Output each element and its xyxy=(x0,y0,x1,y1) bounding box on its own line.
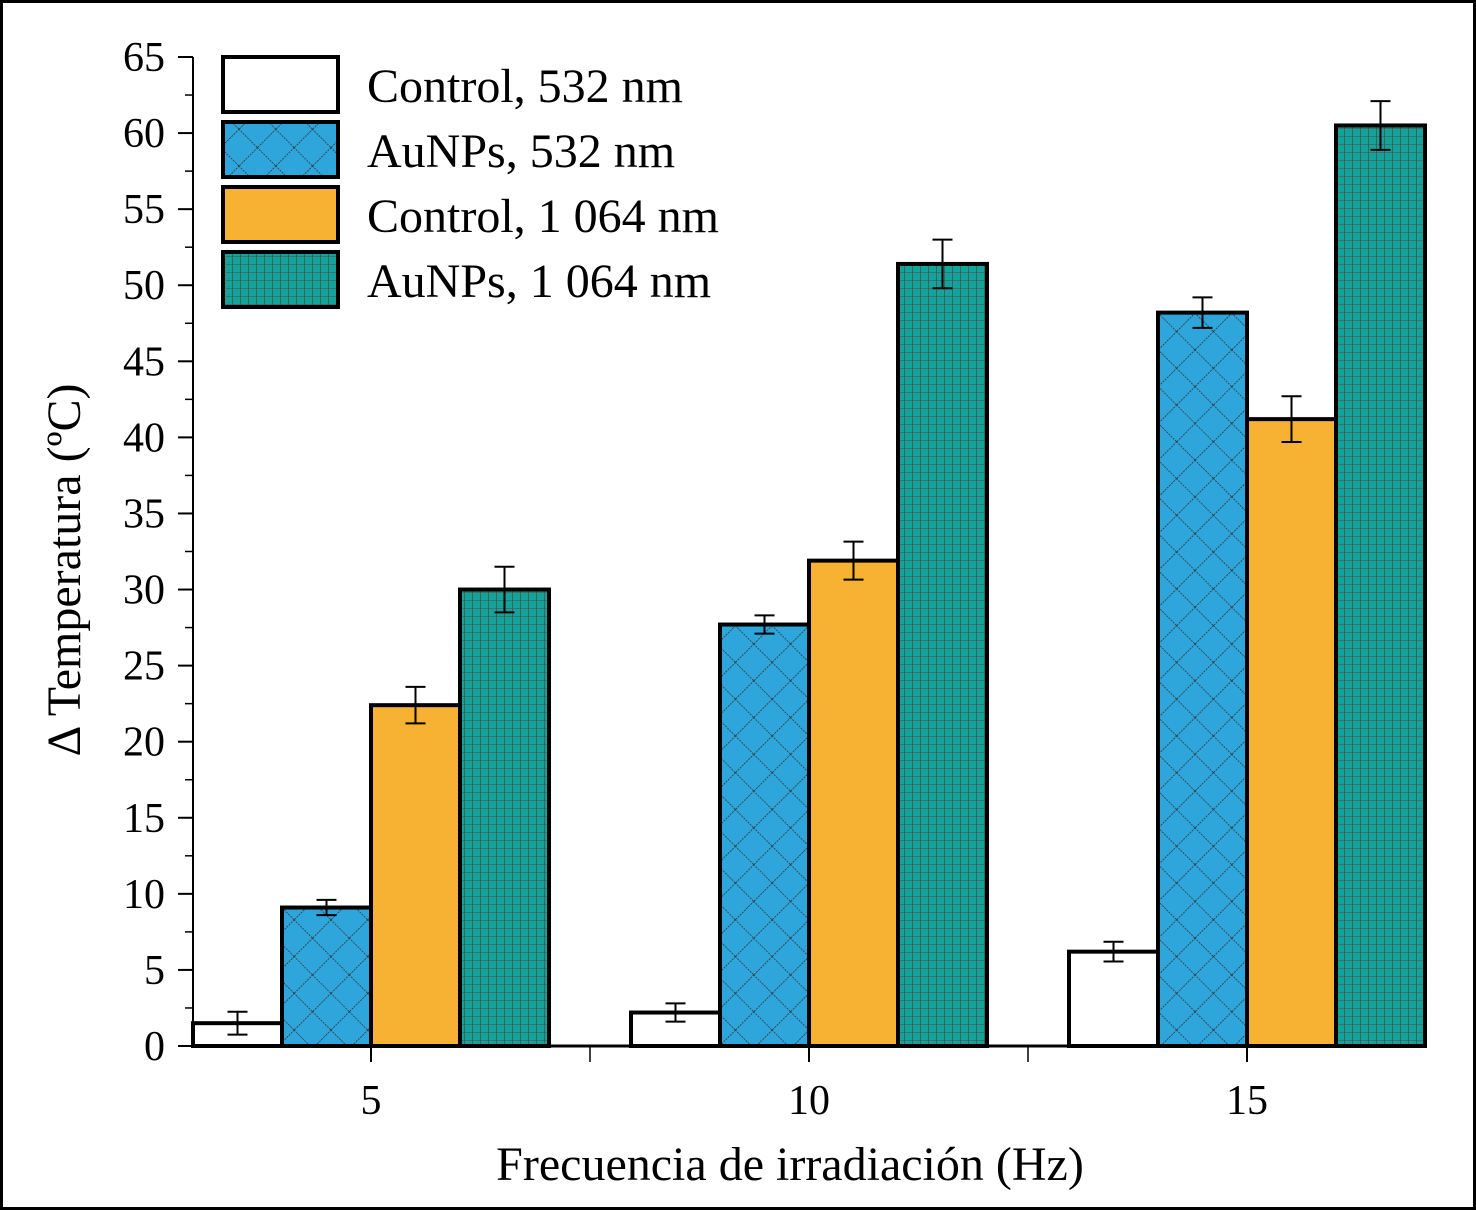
x-tick-label: 15 xyxy=(1226,1078,1268,1124)
y-tick-label: 25 xyxy=(123,644,165,690)
y-tick-label: 45 xyxy=(123,339,165,385)
legend-label: Control, 1 064 nm xyxy=(367,190,719,243)
y-tick-label: 35 xyxy=(123,491,165,537)
y-tick-label: 0 xyxy=(144,1024,165,1070)
error-bar xyxy=(843,540,864,581)
legend-item: Control, 1 064 nm xyxy=(221,185,719,244)
bar xyxy=(369,703,462,1049)
bar xyxy=(807,558,900,1048)
bar xyxy=(1067,949,1160,1048)
legend-swatch xyxy=(221,55,340,114)
legend-swatch xyxy=(221,120,340,179)
y-tick-label: 5 xyxy=(144,948,165,994)
y-tick-label: 50 xyxy=(123,263,165,309)
bar xyxy=(896,261,989,1048)
error-bar xyxy=(494,565,515,614)
y-tick-label: 10 xyxy=(123,872,165,918)
legend-label: AuNPs, 532 nm xyxy=(367,125,675,178)
y-tick-label: 20 xyxy=(123,720,165,766)
y-axis-label: Δ Temperatura (ºC) xyxy=(38,384,91,757)
error-bar xyxy=(405,685,426,725)
bar xyxy=(280,905,373,1048)
bar xyxy=(458,587,551,1048)
y-tick-label: 55 xyxy=(123,187,165,233)
error-bar xyxy=(1192,296,1213,329)
error-bar xyxy=(754,614,775,635)
bar xyxy=(1156,310,1249,1048)
legend-swatch xyxy=(221,185,340,244)
bar xyxy=(718,622,811,1049)
legend-label: Control, 532 nm xyxy=(367,60,683,113)
error-bar xyxy=(665,1002,686,1023)
legend-label: AuNPs, 1 064 nm xyxy=(367,255,711,308)
bar xyxy=(1245,417,1338,1048)
y-tick-label: 30 xyxy=(123,568,165,614)
x-tick-label: 5 xyxy=(361,1078,382,1124)
x-axis-label: Frecuencia de irradiación (Hz) xyxy=(496,1138,1084,1191)
y-tick-label: 15 xyxy=(123,796,165,842)
legend-swatch xyxy=(221,250,340,309)
error-bar xyxy=(1103,940,1124,963)
y-tick-label: 65 xyxy=(123,35,165,81)
legend-item: AuNPs, 1 064 nm xyxy=(221,250,711,309)
bar xyxy=(1334,123,1427,1048)
y-tick-label: 60 xyxy=(123,111,165,157)
legend-item: AuNPs, 532 nm xyxy=(221,120,675,179)
error-bar xyxy=(316,898,337,917)
y-tick-label: 40 xyxy=(123,415,165,461)
legend-item: Control, 532 nm xyxy=(221,55,683,114)
error-bar xyxy=(227,1010,248,1036)
error-bar xyxy=(1281,395,1302,443)
error-bar xyxy=(1370,100,1391,151)
x-tick-label: 10 xyxy=(788,1078,830,1124)
error-bar xyxy=(932,238,953,290)
